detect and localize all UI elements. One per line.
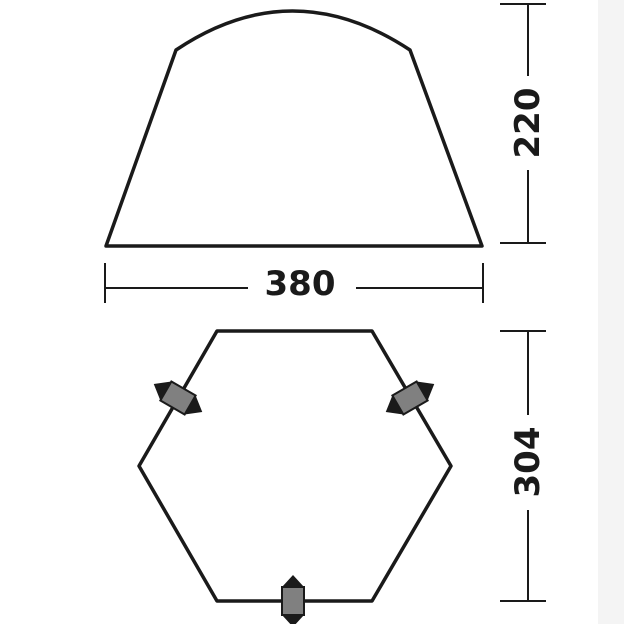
- depth-label: 304: [508, 427, 548, 498]
- tent-floor-hexagon: [137, 329, 453, 603]
- right-edge-strip: [598, 0, 624, 624]
- entrance-right-door-icon: [385, 380, 435, 416]
- entrance-left-door-icon: [153, 380, 203, 416]
- height-dimension: 220: [500, 3, 548, 244]
- width-dimension: 380: [104, 263, 484, 304]
- depth-dimension: 304: [500, 330, 548, 602]
- width-label: 380: [265, 264, 336, 304]
- tent-top-view: [137, 329, 453, 627]
- entrance-bottom-door-icon: [281, 575, 305, 627]
- tent-side-silhouette: [104, 9, 484, 248]
- height-label: 220: [508, 88, 548, 159]
- tent-side-view: [104, 9, 484, 248]
